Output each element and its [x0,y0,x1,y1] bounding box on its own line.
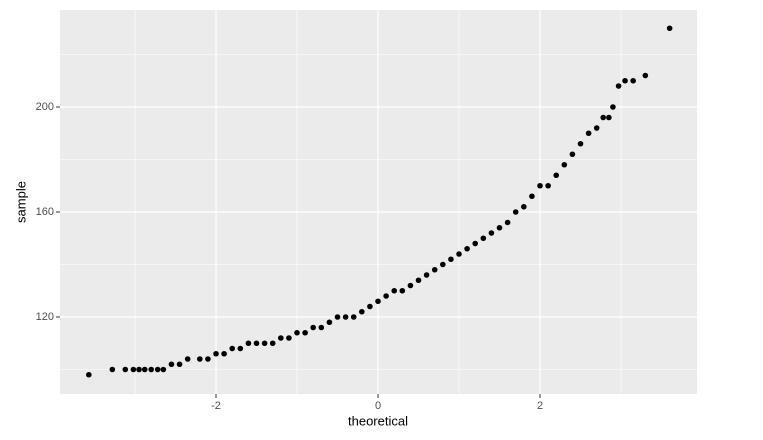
y-tick-label: 120 [36,311,54,323]
point [440,261,446,268]
point [585,130,592,137]
point [472,240,479,247]
point [407,282,414,289]
point [176,361,183,368]
point [237,345,244,352]
point [197,356,203,362]
point [367,303,373,310]
point [136,366,142,373]
point [600,114,606,121]
point [537,182,543,189]
point [229,345,236,352]
point [488,230,495,236]
point [318,324,325,331]
point [334,314,341,320]
point [342,314,349,320]
point [642,72,649,79]
point [383,293,389,299]
point [504,219,511,226]
point [480,235,487,242]
x-tick-label: 2 [537,400,543,412]
point [213,350,219,357]
point [431,266,438,273]
point [245,340,252,347]
point [622,77,628,84]
point [221,350,227,357]
x-tick-label: -2 [211,400,221,412]
point [521,203,527,210]
y-axis-title: sample [13,181,28,223]
point [561,161,568,168]
point [606,114,612,121]
point [122,366,129,373]
point [615,83,622,89]
point [310,324,317,331]
point [456,251,462,257]
point [184,356,191,362]
point [205,356,211,362]
point [261,340,268,347]
point [286,335,292,341]
point [577,140,584,147]
point [630,77,636,84]
point [423,272,430,278]
point [141,366,148,373]
point [294,329,300,336]
point [666,25,673,32]
point [529,193,535,200]
point [148,366,155,373]
point [375,298,381,305]
point [269,340,276,347]
point [496,224,503,231]
point [448,256,454,263]
point [399,287,406,294]
point [545,182,551,189]
point [610,104,616,110]
x-axis-title: theoretical [348,413,408,428]
point [569,151,576,158]
x-tick-label: 0 [375,400,381,412]
point [415,277,422,284]
point [326,319,333,326]
y-tick-label: 160 [36,206,54,218]
point [359,308,365,315]
y-tick-label: 200 [36,101,54,113]
point [130,366,137,373]
point [168,361,175,368]
point [160,366,167,373]
point [553,172,560,179]
point [464,245,470,252]
point [593,125,600,131]
point [278,335,284,341]
point [512,209,519,215]
point [253,340,260,347]
point [391,287,398,294]
point [109,366,116,373]
point [350,314,357,320]
point [86,371,92,378]
point [302,329,308,336]
point [154,366,161,373]
